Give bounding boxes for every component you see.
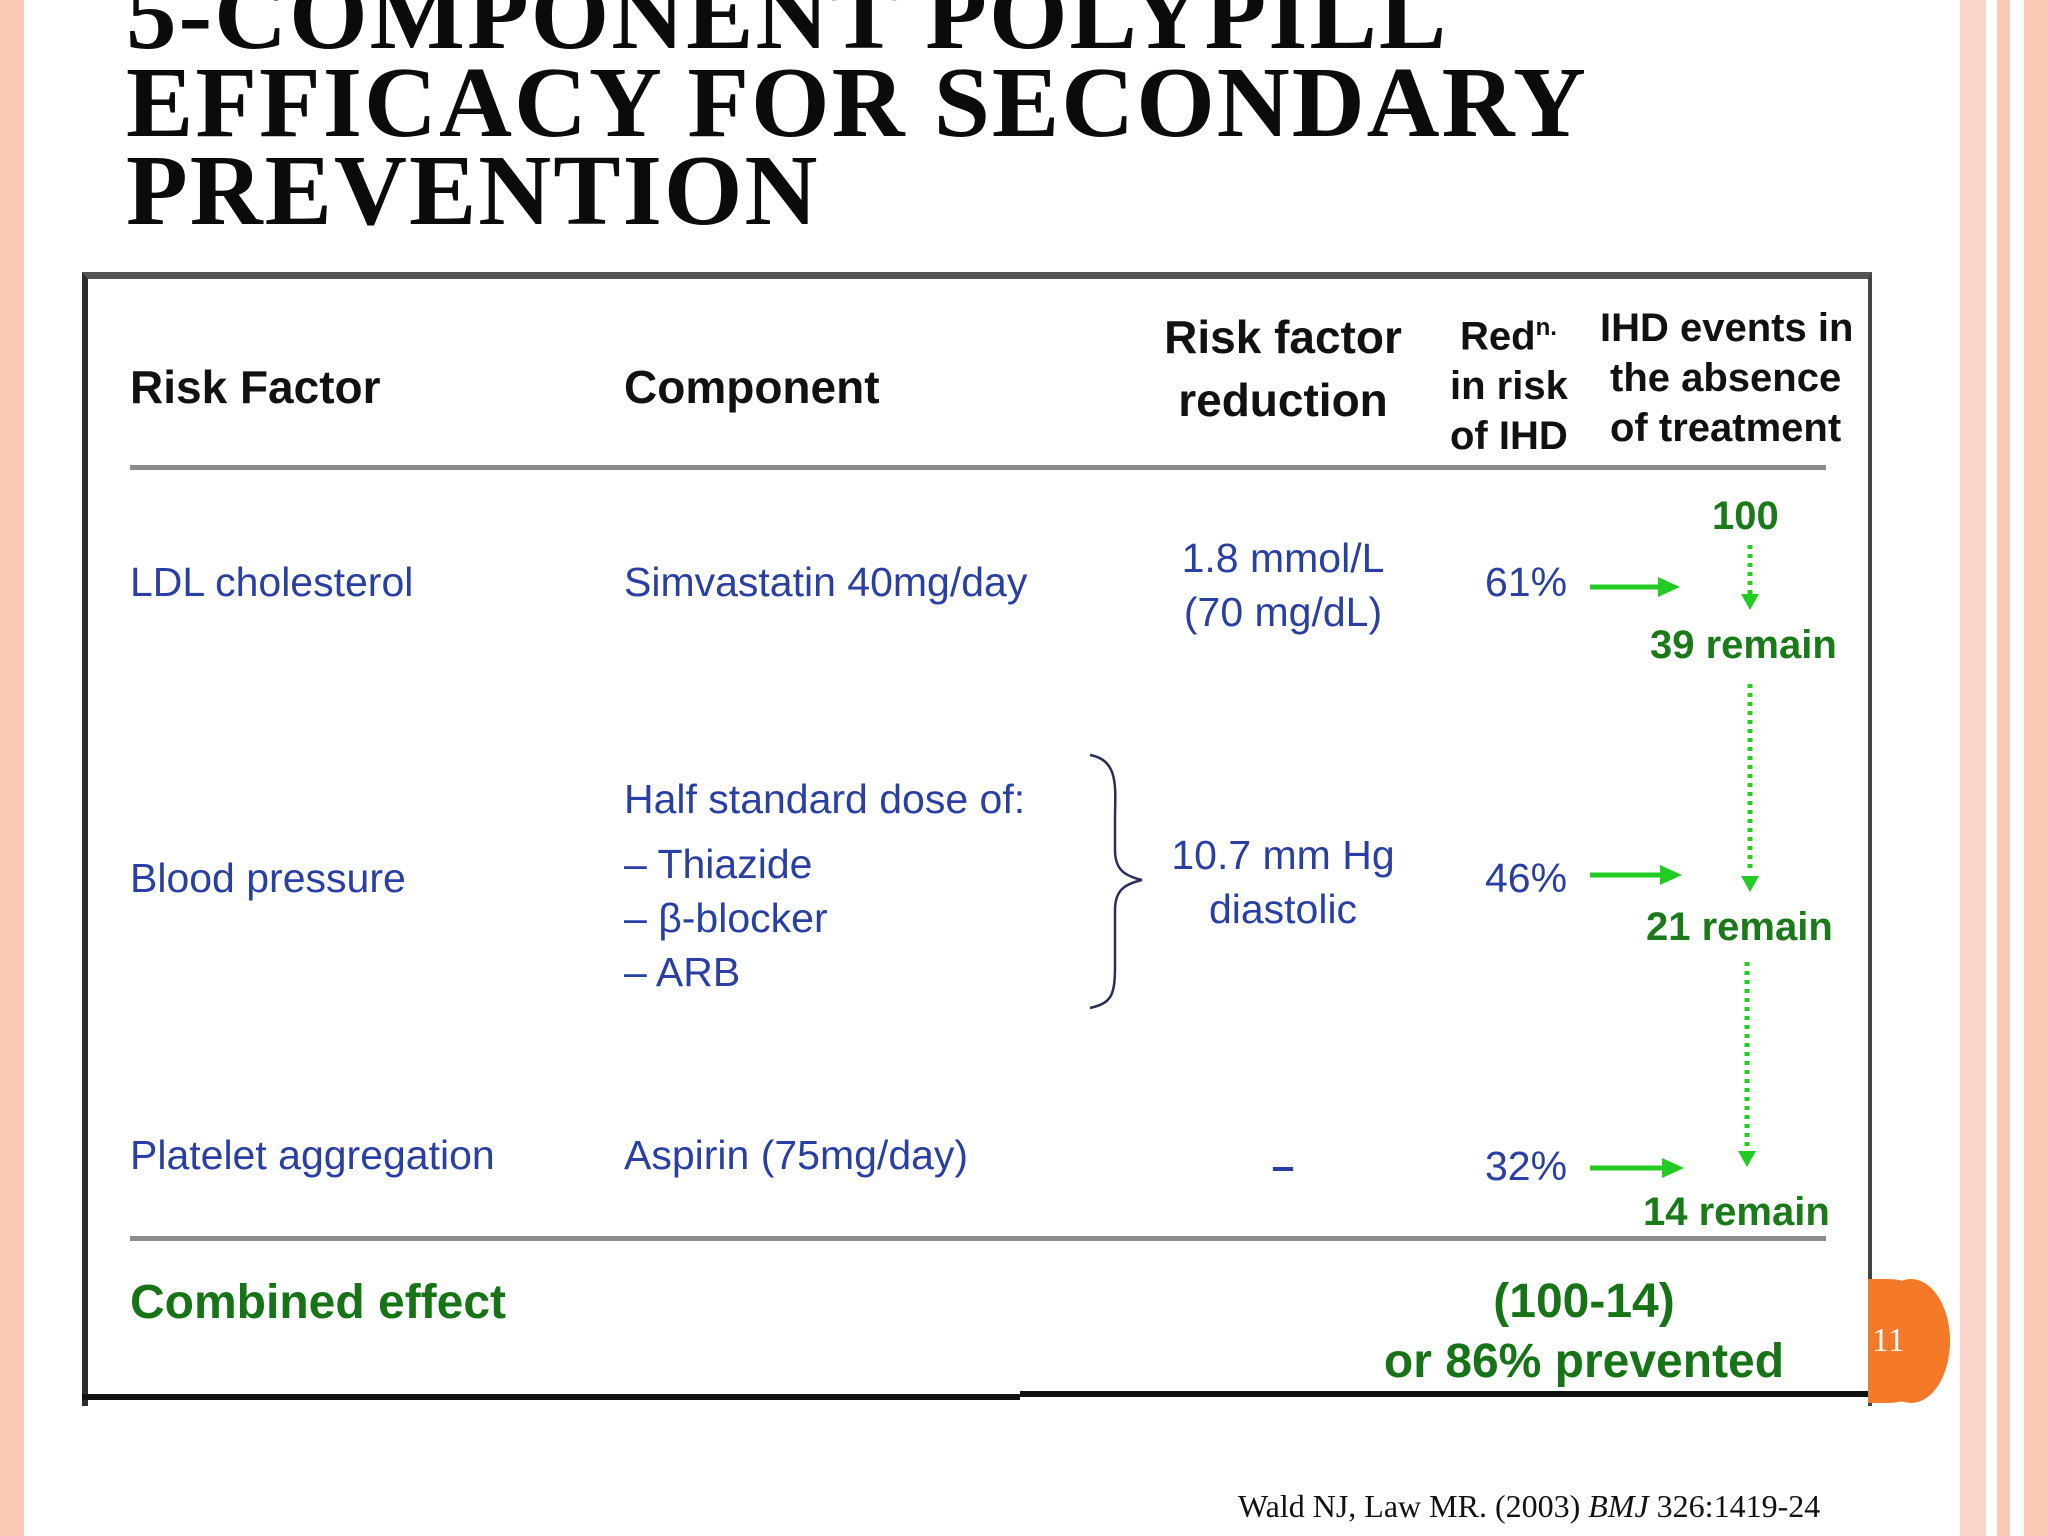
ihd-remain-after-ldl: 39 remain [1650, 623, 1837, 667]
right-border-bar [1997, 0, 2010, 1536]
reduction-line: 1.8 mmol/L [1181, 535, 1385, 581]
row-ldl-reduction: 1.8 mmol/L (70 mg/dL) [1150, 531, 1416, 639]
table-frame [82, 272, 1872, 1406]
row-ldl-risk-reduction: 61% [1485, 559, 1568, 605]
row-bp-risk-factor: Blood pressure [130, 855, 406, 901]
ihd-remain-after-platelet: 14 remain [1643, 1190, 1830, 1234]
combined-line: or 86% prevented [1383, 1335, 1785, 1388]
ihd-remain-after-bp: 21 remain [1646, 905, 1833, 949]
right-border-bar [1960, 0, 1986, 1536]
header-divider [130, 465, 1826, 470]
citation: Wald NJ, Law MR. (2003) BMJ 326:1419-24 [1238, 1488, 1820, 1525]
header-ihd-events: IHD events in the absence of treatment [1600, 303, 1853, 453]
table-frame-bottom [82, 1394, 1020, 1400]
header-superscript: n. [1535, 314, 1557, 341]
citation-ref: 326:1419-24 [1648, 1488, 1821, 1524]
header-line: Redn. [1450, 303, 1590, 361]
reduction-line: 10.7 mm Hg [1171, 832, 1395, 878]
arrow-head [1738, 1151, 1756, 1167]
row-platelet-risk-factor: Platelet aggregation [130, 1132, 495, 1178]
header-line: Risk factor [1164, 311, 1402, 363]
component-line: – ARB [624, 949, 741, 995]
row-platelet-component: Aspirin (75mg/day) [624, 1132, 969, 1178]
reduction-line: (70 mg/dL) [1183, 589, 1383, 635]
header-reduction-in-risk: Redn. in risk of IHD [1450, 303, 1590, 461]
table-frame-bottom [1020, 1391, 1872, 1397]
slide-title-line: 5-COMPONENT POLYPILL [126, 0, 1449, 70]
citation-journal: BMJ [1588, 1488, 1649, 1524]
row-bp-risk-reduction: 46% [1485, 855, 1568, 901]
component-line: Half standard dose of: [624, 776, 1026, 822]
slide-title-line: PREVENTION [126, 134, 820, 246]
header-component: Component [624, 361, 880, 413]
header-line: of treatment [1610, 406, 1842, 450]
component-line: – Thiazide [624, 841, 813, 887]
slide-title: 5-COMPONENT POLYPILL EFFICACY FOR SECOND… [126, 0, 1726, 246]
reduction-line: diastolic [1208, 886, 1358, 932]
left-border-bar [0, 0, 24, 1536]
header-line: reduction [1178, 374, 1388, 426]
header-line: of IHD [1450, 414, 1568, 459]
header-line: IHD events in [1600, 306, 1854, 350]
combined-effect-label: Combined effect [130, 1276, 507, 1329]
slide-title-line: EFFICACY FOR SECONDARY [126, 46, 1588, 158]
combined-effect-value: (100-14) or 86% prevented [1364, 1272, 1804, 1392]
combined-line: (100-14) [1493, 1275, 1675, 1328]
arrow-head [1660, 865, 1682, 885]
header-line: in risk [1450, 364, 1568, 409]
arrow-head [1741, 876, 1759, 892]
row-platelet-reduction: – [1271, 1143, 1295, 1189]
right-border-bar [2024, 0, 2048, 1536]
row-platelet-risk-reduction: 32% [1485, 1143, 1568, 1189]
header-text: Red [1460, 314, 1536, 359]
row-ldl-risk-factor: LDL cholesterol [130, 559, 414, 605]
citation-authors: Wald NJ, Law MR. (2003) [1238, 1488, 1589, 1524]
header-line: the absence [1610, 356, 1842, 400]
arrow-head [1658, 577, 1680, 597]
ihd-start-count: 100 [1712, 494, 1779, 538]
curly-brace [1089, 753, 1143, 1010]
arrow-head [1741, 594, 1759, 610]
row-bp-component: Half standard dose of: – Thiazide – β-bl… [624, 772, 1025, 999]
header-risk-factor: Risk Factor [130, 361, 381, 413]
row-ldl-component: Simvastatin 40mg/day [624, 559, 1028, 605]
row-bp-reduction: 10.7 mm Hg diastolic [1150, 828, 1416, 936]
component-line: – β-blocker [624, 895, 828, 941]
header-risk-factor-reduction: Risk factor reduction [1150, 306, 1416, 432]
footer-divider [130, 1236, 1826, 1241]
arrow-head [1662, 1158, 1684, 1178]
